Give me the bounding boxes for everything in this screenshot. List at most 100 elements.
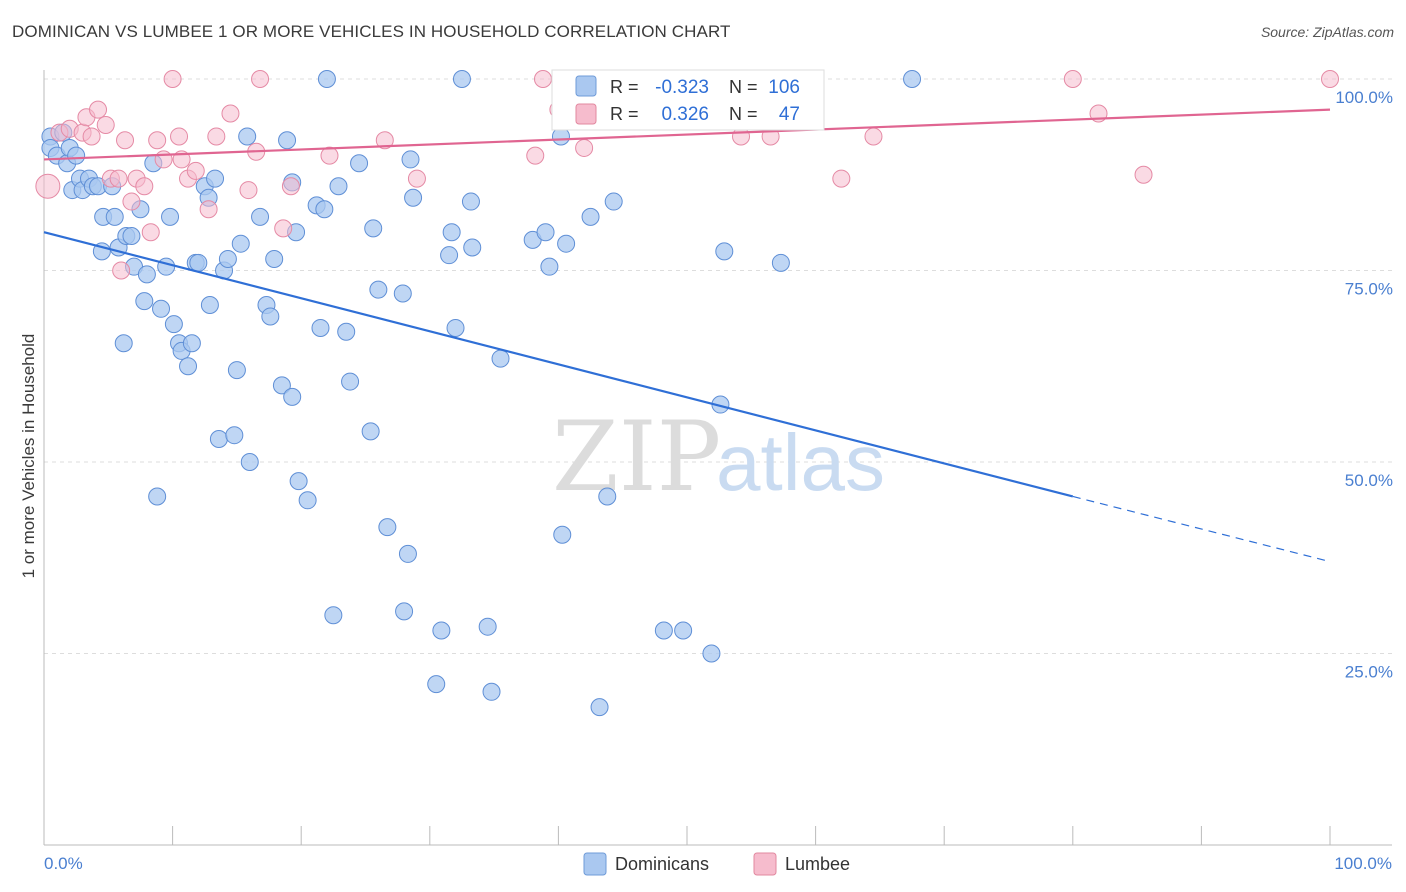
point-dominicans [272,376,291,395]
point-dominicans [265,250,284,269]
bottom-legend-swatch-lumbee [753,852,777,876]
point-lumbee [832,169,851,188]
point-dominicans [179,357,198,376]
point-lumbee [122,192,141,211]
legend-n-value-lumbee: 47 [779,104,800,125]
series-dominicans-points [41,70,922,717]
point-lumbee [135,177,154,196]
point-dominicans [189,253,208,272]
point-lumbee [116,131,135,150]
y-tick-labels: 25.0% 50.0% 75.0% 100.0% [1335,88,1393,682]
point-dominicans [350,154,369,173]
point-lumbee [575,138,594,157]
bottom-legend-swatch-dominicans [583,852,607,876]
point-dominicans [135,292,154,311]
point-dominicans [298,491,317,510]
point-dominicans [369,280,388,299]
trend-lines [43,108,1331,563]
point-dominicans [324,606,343,625]
point-dominicans [164,315,183,334]
point-dominicans [341,372,360,391]
trend-line-lumbee [43,108,1331,161]
point-lumbee [221,104,240,123]
point-dominicans [432,621,451,640]
bottom-legend-label-dominicans: Dominicans [615,854,709,874]
point-lumbee [199,200,218,219]
y-tick-label: 25.0% [1345,663,1393,682]
bottom-legend: Dominicans Lumbee [583,852,850,876]
point-lumbee [281,177,300,196]
point-lumbee [82,127,101,146]
legend-n-label-lumbee: N = [729,104,758,124]
point-lumbee [251,70,270,88]
point-dominicans [446,318,465,337]
legend-n-label-dominicans: N = [729,77,758,97]
point-lumbee [526,146,545,165]
legend-n-value-dominicans: 106 [768,77,800,98]
trend-line-dominicans-extension [1072,495,1331,563]
point-dominicans [463,238,482,257]
watermark-atlas: atlas [716,418,885,507]
point-dominicans [231,234,250,253]
point-dominicans [251,207,270,226]
point-lumbee [1134,165,1153,184]
point-dominicans [240,453,259,471]
point-dominicans [461,192,480,211]
x-tick-label-max: 100.0% [1334,854,1392,873]
point-lumbee [96,115,115,134]
legend-swatch-dominicans [575,75,597,97]
watermark-zip: ZIP [552,401,721,513]
point-dominicans [903,70,922,88]
point-lumbee [170,127,189,146]
point-dominicans [557,234,576,253]
x-tick-marks [43,826,1331,845]
point-dominicans [152,299,171,318]
point-dominicans [227,361,246,380]
legend-frame [551,69,825,131]
point-dominicans [398,544,417,563]
x-tick-label-min: 0.0% [44,854,83,873]
point-lumbee [864,127,883,146]
point-lumbee [148,131,167,150]
point-lumbee [163,70,182,88]
y-tick-label: 75.0% [1345,280,1393,299]
point-dominicans [702,644,721,663]
axes [43,70,1392,846]
point-dominicans [401,150,420,169]
point-lumbee [274,219,293,238]
point-dominicans [261,307,280,326]
point-dominicans [209,430,228,449]
y-axis-label: 1 or more Vehicles in Household [19,334,38,579]
point-dominicans [148,487,167,506]
point-dominicans [536,223,555,242]
source-label: Source: ZipAtlas.com [1260,24,1394,40]
point-dominicans [182,334,201,353]
point-dominicans [337,322,356,341]
point-dominicans [122,227,141,246]
point-lumbee [35,173,61,199]
point-lumbee [112,261,131,280]
legend-r-label-dominicans: R = [610,77,639,97]
legend-r-label-lumbee: R = [610,104,639,124]
point-dominicans [105,207,124,226]
chart-title: DOMINICAN VS LUMBEE 1 OR MORE VEHICLES I… [12,22,731,41]
point-lumbee [239,181,258,200]
point-dominicans [114,334,133,353]
point-dominicans [311,318,330,337]
watermark: ZIP atlas [552,401,885,513]
point-dominicans [157,257,176,276]
point-dominicans [604,192,623,211]
point-lumbee [533,70,552,88]
point-lumbee [375,131,394,150]
point-dominicans [553,525,572,544]
point-dominicans [161,207,180,226]
point-dominicans [440,246,459,265]
point-dominicans [238,127,257,146]
point-lumbee [407,169,426,188]
point-dominicans [598,487,617,506]
point-dominicans [315,200,334,219]
point-dominicans [715,242,734,261]
point-dominicans [289,472,308,491]
legend-r-value-lumbee: 0.326 [661,104,709,125]
